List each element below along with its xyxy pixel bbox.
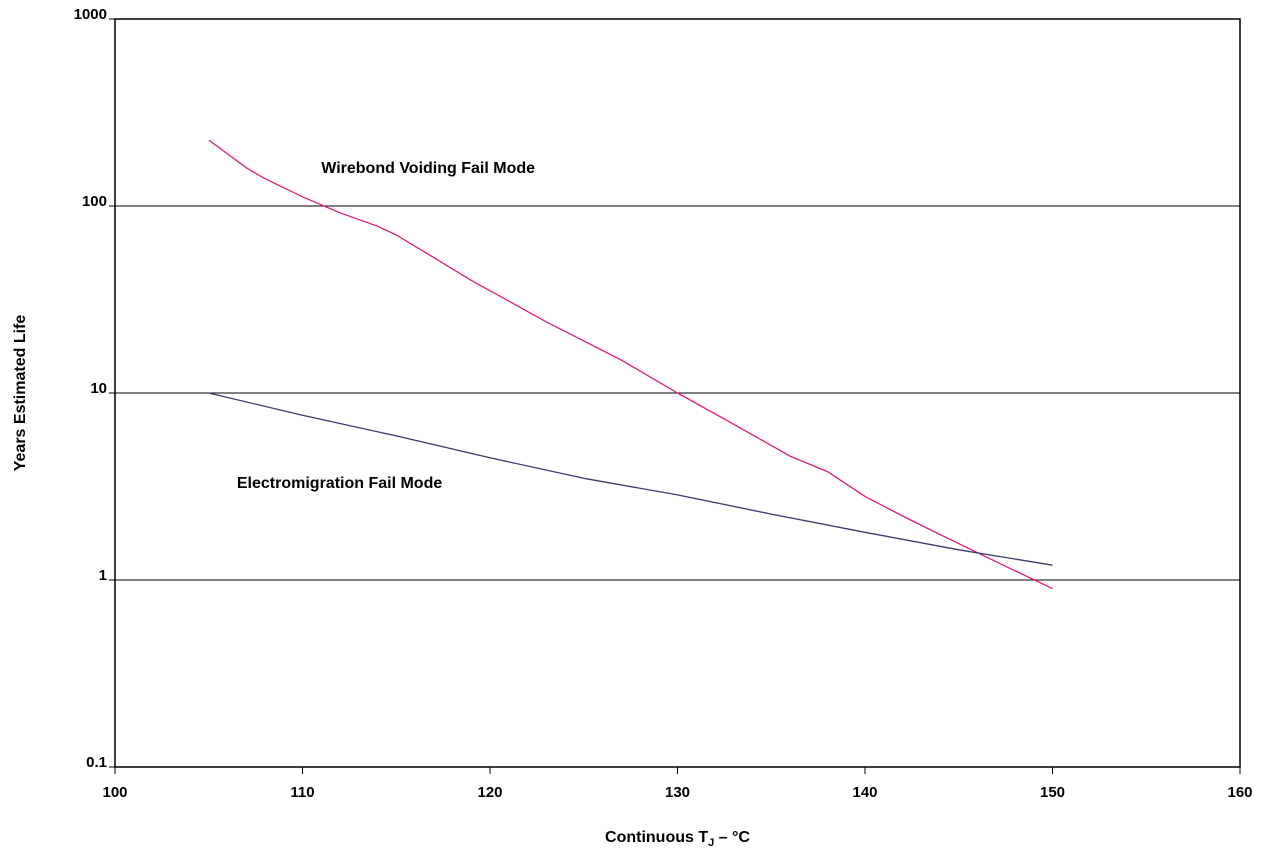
y-tick-label: 100 (82, 193, 107, 210)
x-axis-title-unit: – °C (714, 829, 750, 846)
x-tick-labels: 100 110 120 130 140 150 160 (102, 767, 1253, 801)
x-tick-label: 100 (102, 784, 127, 801)
x-tick-label: 130 (665, 784, 690, 801)
y-tick-label: 0.1 (86, 754, 107, 771)
annotations: Wirebond Voiding Fail Mode Electromigrati… (237, 160, 535, 492)
y-axis-title: Years Estimated Life (12, 315, 29, 472)
y-tick-label: 1000 (74, 6, 107, 23)
x-axis-title: Continuous TJ – °C (605, 829, 750, 849)
y-tick-labels: 0.1 1 10 100 1000 (74, 6, 115, 771)
x-axis-title-main: Continuous T (605, 829, 708, 846)
y-tick-label: 10 (90, 380, 107, 397)
x-tick-label: 120 (477, 784, 502, 801)
x-tick-label: 110 (290, 784, 314, 801)
x-axis-title-subscript: J (708, 837, 714, 849)
annotation-label: Electromigration Fail Mode (237, 475, 442, 492)
x-tick-label: 160 (1227, 784, 1252, 801)
x-tick-label: 150 (1040, 784, 1065, 801)
annotation-label: Wirebond Voiding Fail Mode (321, 160, 535, 177)
series-line-2 (208, 392, 1053, 566)
y-tick-label: 1 (99, 567, 107, 584)
series-line-1 (208, 139, 1053, 590)
series-lines (208, 139, 1053, 590)
x-tick-label: 140 (852, 784, 877, 801)
